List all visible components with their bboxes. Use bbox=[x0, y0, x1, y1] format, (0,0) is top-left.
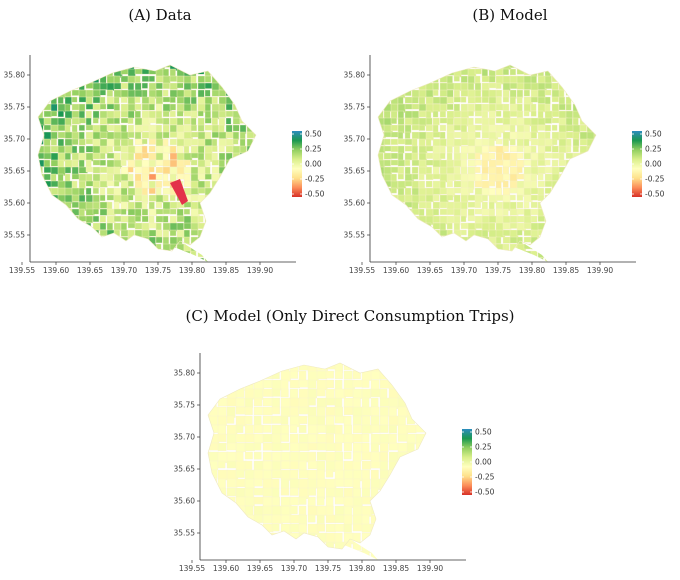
colorbar-label: -0.25 bbox=[645, 175, 665, 184]
x-tick-label: 139.85 bbox=[383, 564, 409, 573]
x-tick-label: 139.55 bbox=[349, 266, 375, 275]
x-tick-label: 139.75 bbox=[485, 266, 511, 275]
x-tick-label: 139.85 bbox=[213, 266, 239, 275]
y-tick-label: 35.80 bbox=[344, 71, 366, 80]
panel-a-title: (A) Data bbox=[128, 6, 192, 24]
colorbar-label: 0.00 bbox=[645, 160, 662, 169]
x-tick-label: 139.55 bbox=[9, 266, 35, 275]
panel-c-map: 35.80 35.75 35.70 35.65 35.60 35.55 139.55 139.… bbox=[174, 353, 495, 573]
x-tick-label: 139.70 bbox=[111, 266, 137, 275]
x-tick-label: 139.60 bbox=[213, 564, 239, 573]
colorbar-label: 0.50 bbox=[305, 130, 322, 139]
x-tick-label: 139.60 bbox=[383, 266, 409, 275]
colorbar-label: -0.25 bbox=[475, 473, 495, 482]
x-tick-label: 139.75 bbox=[145, 266, 171, 275]
y-tick-label: 35.55 bbox=[4, 231, 26, 240]
colorbar-label: 0.25 bbox=[645, 145, 662, 154]
x-tick-label: 139.90 bbox=[247, 266, 273, 275]
x-tick-label: 139.65 bbox=[247, 564, 273, 573]
colorbar-label: 0.50 bbox=[645, 130, 662, 139]
x-tick-label: 139.70 bbox=[451, 266, 477, 275]
x-tick-label: 139.80 bbox=[349, 564, 375, 573]
y-tick-label: 35.65 bbox=[4, 167, 26, 176]
x-tick-label: 139.85 bbox=[553, 266, 579, 275]
colorbar bbox=[462, 429, 472, 495]
y-tick-label: 35.80 bbox=[4, 71, 26, 80]
y-tick-label: 35.75 bbox=[344, 103, 366, 112]
colorbar-label: 0.00 bbox=[305, 160, 322, 169]
colorbar-label: 0.25 bbox=[305, 145, 322, 154]
y-tick-label: 35.60 bbox=[344, 199, 366, 208]
colorbar-label: -0.50 bbox=[645, 190, 665, 199]
y-tick-label: 35.60 bbox=[4, 199, 26, 208]
colorbar-label: 0.25 bbox=[475, 443, 492, 452]
y-tick-label: 35.75 bbox=[174, 401, 196, 410]
y-tick-label: 35.65 bbox=[174, 465, 196, 474]
colorbar-label: 0.00 bbox=[475, 458, 492, 467]
x-tick-label: 139.65 bbox=[77, 266, 103, 275]
y-tick-label: 35.55 bbox=[344, 231, 366, 240]
colorbar-label: -0.25 bbox=[305, 175, 325, 184]
x-tick-label: 139.70 bbox=[281, 564, 307, 573]
x-tick-label: 139.80 bbox=[519, 266, 545, 275]
panel-a-map: 35.80 35.75 35.70 35.65 35.60 35.55 139.55 139.… bbox=[4, 55, 325, 275]
y-tick-label: 35.70 bbox=[174, 433, 196, 442]
panel-b-title: (B) Model bbox=[472, 6, 548, 24]
x-tick-label: 139.90 bbox=[417, 564, 443, 573]
colorbar bbox=[632, 131, 642, 197]
x-tick-label: 139.80 bbox=[179, 266, 205, 275]
y-tick-label: 35.80 bbox=[174, 369, 196, 378]
x-tick-label: 139.55 bbox=[179, 564, 205, 573]
panel-b-map: 35.80 35.75 35.70 35.65 35.60 35.55 139.55 139.… bbox=[344, 55, 665, 275]
colorbar-label: -0.50 bbox=[475, 488, 495, 497]
y-tick-label: 35.70 bbox=[4, 135, 26, 144]
x-tick-label: 139.60 bbox=[43, 266, 69, 275]
y-tick-label: 35.70 bbox=[344, 135, 366, 144]
y-tick-label: 35.75 bbox=[4, 103, 26, 112]
panel-c-title: (C) Model (Only Direct Consumption Trips… bbox=[185, 307, 515, 325]
colorbar-label: 0.50 bbox=[475, 428, 492, 437]
colorbar-label: -0.50 bbox=[305, 190, 325, 199]
x-tick-label: 139.75 bbox=[315, 564, 341, 573]
y-tick-label: 35.60 bbox=[174, 497, 196, 506]
x-tick-label: 139.90 bbox=[587, 266, 613, 275]
y-tick-label: 35.55 bbox=[174, 529, 196, 538]
y-tick-label: 35.65 bbox=[344, 167, 366, 176]
colorbar bbox=[292, 131, 302, 197]
x-tick-label: 139.65 bbox=[417, 266, 443, 275]
